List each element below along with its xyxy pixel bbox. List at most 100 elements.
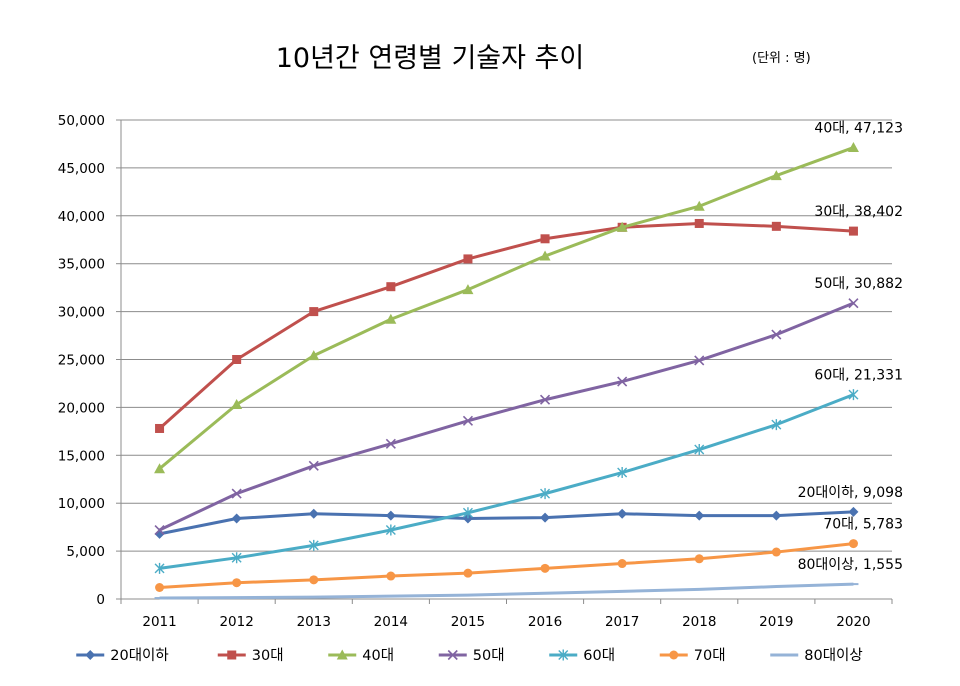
data-label: 20대이하, 9,098	[798, 485, 903, 501]
marker-point	[308, 539, 319, 551]
marker-point	[771, 221, 781, 231]
marker-point	[694, 218, 704, 228]
data-label: 50대, 30,882	[814, 276, 903, 292]
marker-point	[336, 649, 348, 660]
marker-point	[227, 650, 237, 660]
y-tick-label: 10,000	[58, 496, 105, 512]
series-7	[154, 582, 859, 600]
marker-point	[385, 438, 396, 449]
marker-point	[155, 583, 165, 593]
marker-point	[386, 571, 396, 581]
y-tick-label: 40,000	[58, 209, 105, 225]
marker-point	[771, 329, 782, 340]
y-tick-label: 20,000	[58, 400, 105, 416]
marker-point	[848, 389, 859, 401]
y-tick-label: 25,000	[58, 353, 105, 369]
marker-point	[770, 170, 782, 181]
marker-point	[540, 234, 550, 244]
marker-point	[617, 467, 628, 479]
marker-point	[309, 575, 319, 585]
marker-point	[308, 350, 320, 361]
data-label: 60대, 21,331	[814, 368, 903, 384]
marker-point	[231, 513, 242, 524]
y-tick-label: 45,000	[58, 161, 105, 177]
series-layer	[154, 142, 859, 600]
series-line	[159, 582, 854, 600]
marker-point	[308, 460, 319, 471]
marker-point	[462, 415, 474, 426]
legend-item: 60대	[549, 647, 615, 664]
marker-point	[694, 510, 705, 521]
marker-point	[617, 559, 627, 569]
marker-point	[771, 419, 782, 431]
y-tick-label: 15,000	[58, 448, 105, 464]
series-line	[158, 146, 854, 470]
x-tick-label: 2015	[451, 614, 485, 630]
series-line	[158, 221, 854, 430]
marker-point	[539, 250, 551, 261]
legend-label: 80대이상	[804, 647, 862, 664]
marker-point	[232, 355, 242, 364]
data-label: 80대이상, 1,555	[798, 557, 903, 573]
data-label: 30대, 38,402	[814, 204, 903, 220]
marker-point	[693, 200, 705, 211]
marker-point	[385, 313, 397, 324]
series-6	[155, 539, 858, 593]
axes: 0 5,000 10,000 15,000 20,000 25,000 30,000 35,0…	[58, 113, 893, 630]
y-tick-label: 35,000	[58, 257, 105, 273]
legend-label: 40대	[362, 647, 394, 664]
marker-point	[771, 547, 781, 557]
legend-item: 30대	[217, 647, 284, 664]
chart-title: 10년간 연령별 기술자 추이	[275, 43, 585, 74]
legend-item: 20대이하	[76, 647, 169, 664]
legend-item: 40대	[328, 647, 394, 664]
x-tick-label: 2011	[142, 614, 176, 630]
legend-item: 50대	[438, 647, 505, 664]
legend-item: 70대	[659, 647, 726, 664]
y-tick-label: 0	[96, 592, 105, 608]
legend-label: 50대	[473, 647, 505, 664]
data-label: 70대, 5,783	[823, 517, 903, 533]
marker-point	[848, 298, 859, 309]
series-1	[154, 506, 859, 539]
marker-point	[694, 554, 704, 564]
marker-point	[617, 376, 628, 387]
series-line	[159, 510, 854, 536]
marker-point	[231, 399, 243, 410]
marker-point	[232, 578, 242, 588]
marker-point	[154, 524, 165, 536]
marker-point	[694, 355, 705, 366]
x-tick-label: 2019	[759, 614, 793, 630]
marker-point	[847, 142, 859, 153]
y-tick-label: 50,000	[58, 113, 105, 129]
marker-point	[848, 539, 858, 549]
marker-point	[463, 568, 473, 578]
series-4	[154, 298, 859, 536]
marker-point	[669, 650, 679, 660]
marker-point	[447, 649, 458, 661]
marker-point	[308, 508, 319, 519]
marker-point	[462, 507, 473, 519]
marker-point	[540, 563, 550, 573]
marker-point	[154, 463, 166, 474]
marker-point	[540, 512, 551, 523]
x-tick-label: 2017	[605, 614, 639, 630]
series-5	[154, 389, 859, 574]
legend-item: 80대이상	[770, 647, 863, 664]
marker-point	[848, 506, 859, 517]
series-3	[154, 142, 859, 474]
marker-point	[694, 444, 705, 456]
marker-point	[154, 528, 165, 539]
marker-point	[385, 524, 396, 536]
data-label: 40대, 47,123	[814, 121, 903, 137]
marker-point	[616, 221, 628, 232]
marker-point	[231, 552, 242, 564]
marker-point	[462, 284, 474, 295]
x-tick-label: 2020	[836, 614, 870, 630]
series-line	[158, 301, 855, 532]
series-2	[155, 218, 858, 433]
legend-label: 70대	[694, 647, 726, 664]
y-tick-label: 5,000	[66, 544, 105, 560]
marker-point	[155, 423, 165, 433]
legend-label: 30대	[252, 647, 284, 664]
